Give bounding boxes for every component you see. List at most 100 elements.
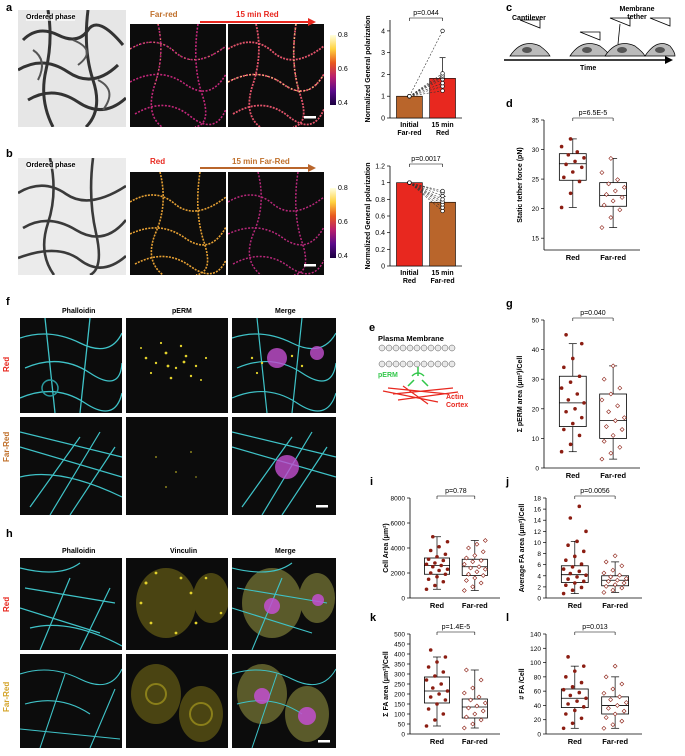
data-point xyxy=(581,664,586,668)
data-point xyxy=(470,685,476,691)
category-label: 15 min xyxy=(431,270,453,277)
data-point xyxy=(424,587,429,592)
y-tick-label: 12 xyxy=(534,529,542,536)
data-point xyxy=(601,376,607,382)
pair-line xyxy=(409,30,443,97)
data-point xyxy=(610,363,616,369)
data-point xyxy=(480,708,486,714)
h-col-vinculin: Vinculin xyxy=(170,548,198,555)
data-point xyxy=(426,557,431,562)
pvalue-label: p=0.0017 xyxy=(411,156,440,163)
data-point xyxy=(577,690,582,695)
data-point xyxy=(568,571,573,576)
data-point xyxy=(439,682,443,686)
category-label: Red xyxy=(430,601,445,610)
membrane-schematic-e xyxy=(378,344,459,405)
y-tick-label: 15 xyxy=(532,236,540,243)
data-point xyxy=(605,705,611,711)
data-point xyxy=(443,655,448,659)
data-point xyxy=(472,575,478,581)
f-col-perm: pERM xyxy=(172,308,192,315)
colorbar-b xyxy=(330,188,336,258)
data-point xyxy=(573,669,577,673)
y-tick-label: 6 xyxy=(537,562,541,569)
data-point xyxy=(579,680,584,685)
data-point xyxy=(482,700,488,706)
pair-point xyxy=(440,188,445,194)
data-point xyxy=(599,225,605,230)
data-point xyxy=(428,548,433,553)
category-label: Red xyxy=(566,253,581,262)
y-tick-label: 6000 xyxy=(391,521,406,528)
y-tick-label: 1 xyxy=(381,94,385,101)
gp-image-b-after xyxy=(228,172,324,275)
data-point xyxy=(466,545,471,551)
y-tick-label: 25 xyxy=(532,177,540,184)
data-point xyxy=(568,137,573,141)
data-point xyxy=(441,712,446,716)
data-point xyxy=(610,433,616,438)
pair-line xyxy=(409,182,443,193)
pvalue-label: p=0.78 xyxy=(445,488,467,495)
data-point xyxy=(566,577,570,581)
pair-line xyxy=(409,182,443,192)
panel-label-d: d xyxy=(506,98,513,110)
data-point xyxy=(474,703,480,709)
data-point xyxy=(562,175,566,180)
pvalue-label: p=0.040 xyxy=(580,310,606,317)
category-label: Red xyxy=(403,278,416,285)
data-point xyxy=(577,433,582,438)
colorbar-tick-b-2: 0.4 xyxy=(338,253,348,260)
panel-label-e: e xyxy=(369,322,376,334)
data-point xyxy=(614,577,620,583)
data-point xyxy=(561,687,566,692)
y-tick-label: 0.4 xyxy=(375,230,385,237)
h-phalloidin-farred xyxy=(20,654,122,748)
category-label: Red xyxy=(566,471,581,480)
y-tick-label: 450 xyxy=(394,642,405,649)
data-point xyxy=(579,562,584,566)
h-vinculin-farred xyxy=(126,654,228,748)
data-point xyxy=(424,724,429,728)
data-point xyxy=(431,564,435,569)
y-tick-label: 0.6 xyxy=(375,214,385,221)
tether-schematic-c xyxy=(504,17,676,64)
y-tick-label: 0 xyxy=(401,596,405,603)
y-tick-label: 100 xyxy=(530,660,541,667)
category-label: Initial xyxy=(400,122,418,129)
data-point xyxy=(610,686,616,692)
data-point xyxy=(568,380,573,384)
colorbar-tick-a-2: 0.4 xyxy=(338,100,348,107)
y-axis-label: Average FA area (μm²)/Cell xyxy=(519,504,526,593)
data-point xyxy=(603,424,609,429)
pair-point xyxy=(440,71,445,76)
pair-line xyxy=(409,76,443,97)
y-axis-label: Σ FA area (μm²)/Cell xyxy=(383,651,390,716)
data-point xyxy=(470,559,476,565)
category-label: Far-red xyxy=(462,737,488,746)
colorbar-tick-a-1: 0.6 xyxy=(338,66,348,73)
data-point xyxy=(608,215,614,220)
data-point xyxy=(612,553,618,559)
data-point xyxy=(571,421,575,426)
data-point xyxy=(612,711,618,717)
y-tick-label: 60 xyxy=(534,689,542,696)
y-tick-label: 20 xyxy=(532,206,540,213)
y-tick-label: 3 xyxy=(381,50,385,57)
arrow-a xyxy=(200,18,316,26)
colorbar-tick-a-0: 0.8 xyxy=(338,32,348,39)
data-point xyxy=(608,391,614,397)
data-point xyxy=(474,541,480,547)
data-point xyxy=(617,572,623,578)
condition-label-a: Far-red xyxy=(150,10,178,19)
perm-label: pERM xyxy=(378,372,398,379)
data-point xyxy=(461,561,467,567)
data-point xyxy=(610,567,616,573)
y-tick-label: 18 xyxy=(534,496,542,503)
h-merge-farred xyxy=(232,654,336,748)
data-point xyxy=(441,579,446,584)
data-point xyxy=(617,207,623,213)
category-label: Initial xyxy=(400,270,418,277)
data-point xyxy=(435,574,439,579)
